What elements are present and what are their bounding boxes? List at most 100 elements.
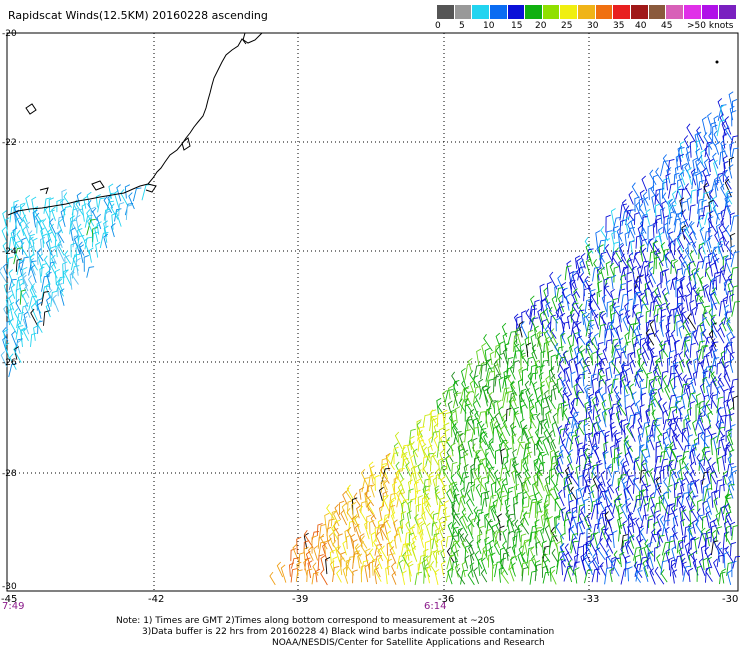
wind-barb (393, 533, 399, 549)
wind-barb (723, 388, 729, 403)
wind-barb (19, 289, 27, 305)
wind-barb (517, 551, 523, 569)
wind-barb (631, 182, 640, 199)
wind-barb (626, 484, 634, 501)
wind-barb (460, 569, 468, 585)
wind-barb (710, 246, 720, 263)
wind-barb (652, 174, 659, 191)
wind-barb (425, 497, 431, 512)
wind-barb (549, 449, 555, 466)
wind-barb (681, 427, 688, 443)
wind-barb (627, 566, 633, 582)
wind-barb (622, 520, 628, 535)
wind-barb (431, 417, 438, 436)
scale-cell-14 (683, 5, 702, 19)
wind-barb (360, 560, 369, 575)
wind-barb (415, 478, 421, 494)
wind-barb (664, 384, 671, 400)
wind-barb (23, 327, 29, 342)
wind-barb (656, 513, 662, 528)
wind-barb (703, 450, 711, 466)
wind-barb (689, 140, 696, 158)
wind-barb (729, 449, 735, 464)
wind-barb (729, 351, 735, 367)
wind-barb (676, 319, 682, 337)
wind-barb (639, 292, 645, 312)
wind-barb (718, 244, 724, 260)
wind-barb (705, 400, 714, 416)
wind-barb (435, 467, 445, 487)
wind-barb (685, 494, 693, 513)
wind-barb (513, 338, 522, 354)
wind-barb (318, 523, 326, 542)
wind-barb (10, 229, 16, 248)
wind-barb (2, 336, 8, 353)
wind-barb (710, 380, 717, 395)
wind-barb (426, 565, 432, 584)
wind-barb (7, 256, 14, 270)
wind-barb (545, 301, 551, 318)
wind-barb (559, 359, 566, 375)
wind-barb (7, 308, 13, 326)
wind-barb (656, 307, 663, 323)
wind-barb (551, 295, 558, 312)
wind-barb (366, 514, 372, 530)
wind-barb (626, 257, 635, 274)
wind-barb (684, 336, 690, 353)
wind-barb (720, 139, 728, 157)
wind-barb (678, 172, 685, 191)
wind-barb (708, 308, 717, 326)
wind-barb (644, 335, 655, 354)
wind-barb (543, 428, 550, 443)
wind-barb (709, 189, 719, 208)
wind-barb (604, 230, 613, 246)
wind-barb (617, 288, 626, 304)
wind-barb (658, 494, 664, 512)
wind-barb (669, 444, 679, 463)
wind-barb (543, 287, 549, 304)
wind-barb (662, 248, 670, 261)
wind-barb (438, 516, 444, 533)
wind-barb (425, 503, 433, 520)
wind-barb (352, 539, 358, 557)
wind-barb (399, 488, 409, 506)
wind-barb (598, 386, 605, 403)
wind-barb (56, 199, 62, 213)
wind-barb (83, 237, 91, 256)
wind-barb (548, 468, 555, 485)
wind-barb (371, 558, 378, 576)
wind-barb (708, 188, 714, 205)
wind-barb (499, 495, 507, 512)
wind-barb (672, 358, 678, 374)
wind-barb (502, 348, 509, 366)
wind-barb (482, 545, 490, 562)
wind-barb (438, 427, 444, 442)
wind-barb (464, 386, 470, 403)
wind-barb (722, 474, 728, 492)
longitude-label: -42 (148, 594, 164, 605)
wind-barb (392, 481, 398, 500)
wind-barb (729, 541, 737, 557)
wind-barb (453, 390, 459, 407)
wind-barb (656, 534, 665, 549)
wind-barb (656, 282, 662, 298)
wind-barb (725, 494, 732, 513)
wind-barb (643, 264, 649, 282)
wind-barb (719, 265, 727, 282)
wind-barb (416, 421, 423, 438)
wind-barb (626, 422, 634, 438)
wind-barb (664, 526, 670, 542)
wind-barb (655, 203, 661, 218)
wind-barb (635, 570, 643, 582)
wind-barb (464, 403, 471, 422)
scale-cell-16 (719, 5, 737, 19)
wind-barb (92, 207, 98, 221)
wind-barb (667, 406, 676, 422)
wind-barb (390, 497, 396, 514)
wind-barb (576, 321, 582, 339)
wind-barb (439, 527, 445, 542)
wind-barb (650, 387, 655, 401)
wind-barb (71, 265, 80, 279)
wind-barb (612, 373, 621, 389)
